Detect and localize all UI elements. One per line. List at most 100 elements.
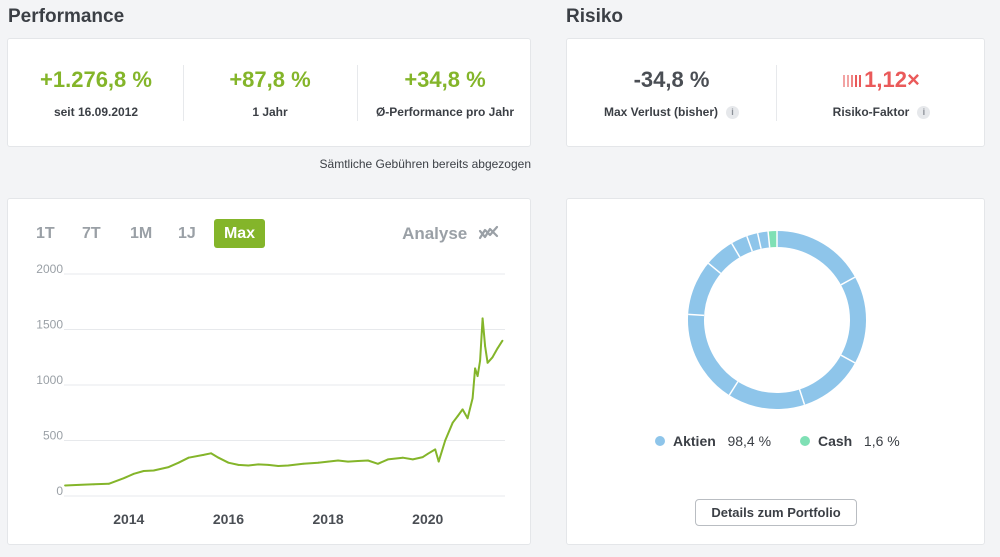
data-point <box>237 464 240 466</box>
data-point <box>347 460 349 463</box>
data-point <box>367 459 369 462</box>
legend-label: Aktien <box>673 433 716 449</box>
y-tick-label: 500 <box>43 429 63 443</box>
data-point <box>122 477 125 480</box>
max-loss-label-row: Max Verlust (bisher) i <box>567 105 776 119</box>
data-point <box>401 456 404 459</box>
data-point <box>142 470 145 472</box>
y-tick-label: 1000 <box>36 373 63 387</box>
max-loss-label: Max Verlust (bisher) <box>603 105 719 119</box>
data-point <box>217 456 220 459</box>
range-tab-max[interactable]: Max <box>214 219 265 248</box>
data-point <box>501 339 504 342</box>
data-point <box>491 356 494 359</box>
data-point <box>411 458 414 461</box>
stat-1-year-label: 1 Jahr <box>252 105 288 119</box>
y-tick-label: 2000 <box>36 262 63 276</box>
data-point <box>466 417 469 420</box>
data-point <box>444 439 447 442</box>
data-point <box>227 461 230 464</box>
data-point <box>92 483 95 486</box>
data-point <box>277 465 280 467</box>
data-point <box>267 464 270 466</box>
analyse-chart-icon <box>478 225 499 240</box>
analyse-label: Analyse <box>402 224 468 243</box>
donut-separator <box>746 236 753 252</box>
risk-factor-value-row: 1,12× <box>777 67 986 93</box>
performance-title: Performance <box>8 6 125 27</box>
performance-line <box>64 317 504 487</box>
allocation-card: Aktien 98,4 % Cash 1,6 % Details zum Por… <box>566 198 985 545</box>
stat-1-year-value: +87,8 % <box>229 67 311 92</box>
data-point <box>496 347 499 350</box>
donut-separator <box>840 276 856 286</box>
data-point <box>386 458 389 461</box>
y-tick-label: 0 <box>56 484 63 498</box>
stat-total-label: seit 16.09.2012 <box>53 105 139 119</box>
range-tab-7t[interactable]: 7T <box>82 225 101 242</box>
data-point <box>167 466 170 469</box>
data-point <box>486 361 489 364</box>
data-point <box>421 456 424 459</box>
info-icon[interactable]: i <box>726 106 740 119</box>
risk-factor-value: 1,12× <box>864 67 920 92</box>
performance-chart-card: 1T 7T 1M 1J Max Analyse 2000 1500 1000 500 0… <box>7 198 531 545</box>
data-point <box>479 359 481 362</box>
stat-total: +1.276,8 % seit 16.09.2012 <box>8 39 184 146</box>
data-point <box>481 317 484 320</box>
legend-dot <box>800 436 810 446</box>
data-point <box>377 462 379 465</box>
donut-separator <box>688 313 705 317</box>
donut-separator <box>731 243 741 258</box>
x-tick-label: 2020 <box>412 511 443 527</box>
risk-factor-label-row: Risiko-Faktor i <box>777 105 986 119</box>
data-point <box>107 482 110 485</box>
divider <box>183 65 184 121</box>
data-point <box>78 484 80 486</box>
performance-line-chart: 2000 1500 1000 500 0 2014 2016 2018 2020 <box>36 262 505 527</box>
risk-card: -34,8 % Max Verlust (bisher) i 1,12× Risi… <box>566 38 985 147</box>
legend-value: 98,4 % <box>727 433 772 449</box>
max-loss-value: -34,8 % <box>633 67 710 92</box>
range-tab-1j[interactable]: 1J <box>178 225 196 242</box>
data-point <box>177 461 180 464</box>
stat-avg-value: +34,8 % <box>404 67 486 92</box>
data-point <box>474 367 477 370</box>
data-point <box>64 484 66 487</box>
performance-stats-card: +1.276,8 % seit 16.09.2012 +87,8 % 1 Jah… <box>7 38 531 147</box>
data-point <box>287 464 290 467</box>
data-point <box>426 452 429 455</box>
donut-separator <box>756 232 762 249</box>
analyse-button[interactable]: Analyse <box>402 219 500 248</box>
data-point <box>152 469 155 472</box>
x-tick-label: 2014 <box>113 511 144 527</box>
data-point <box>437 460 440 463</box>
data-point <box>484 345 486 348</box>
risk-gauge-icon <box>843 75 862 87</box>
x-tick-label: 2018 <box>313 511 344 527</box>
legend-value: 1,6 % <box>863 433 900 449</box>
legend-label: Cash <box>818 433 853 449</box>
donut-separator <box>767 231 771 248</box>
data-point <box>471 397 474 400</box>
data-point <box>317 461 320 464</box>
data-point <box>476 375 479 378</box>
data-point <box>434 448 437 451</box>
range-tab-1m[interactable]: 1M <box>130 225 153 242</box>
risk-title: Risiko <box>566 6 624 27</box>
data-point <box>357 460 359 462</box>
data-point <box>337 459 339 462</box>
info-icon[interactable]: i <box>917 106 931 119</box>
stat-max-loss: -34,8 % Max Verlust (bisher) i <box>567 39 776 146</box>
legend-item-aktien: Aktien 98,4 % <box>655 433 771 449</box>
legend-item-cash: Cash 1,6 % <box>800 433 900 449</box>
stat-avg-label: Ø-Performance pro Jahr <box>375 105 515 119</box>
data-point <box>451 421 454 424</box>
donut-separator <box>728 381 739 396</box>
donut-slice-aktien <box>688 231 866 409</box>
donut-separator <box>798 389 806 405</box>
portfolio-details-button[interactable]: Details zum Portfolio <box>695 499 857 526</box>
range-tab-1t[interactable]: 1T <box>36 225 55 242</box>
data-point <box>210 452 212 455</box>
data-point <box>456 415 459 417</box>
